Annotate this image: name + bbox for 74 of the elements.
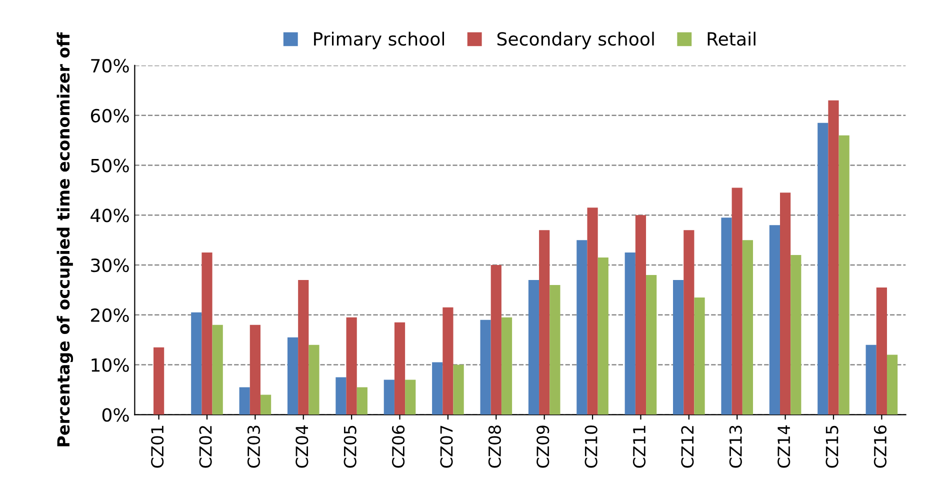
x-tick-label: CZ11 — [632, 426, 646, 468]
bar — [769, 225, 780, 415]
x-tick-label: CZ13 — [729, 426, 742, 468]
x-tick-label: CZ10 — [584, 426, 598, 468]
bar — [673, 280, 684, 415]
x-tick-label: CZ06 — [392, 425, 405, 468]
bar — [250, 324, 260, 415]
x-tick-label: CZ01 — [151, 426, 164, 468]
bar — [646, 274, 657, 415]
bar — [239, 387, 250, 415]
x-tick-label: CZ12 — [681, 426, 694, 468]
y-tick-label: 0% — [102, 408, 129, 422]
bar — [212, 324, 223, 415]
x-tick-label: CZ08 — [488, 426, 501, 468]
bar — [191, 312, 202, 415]
bar — [742, 240, 754, 415]
y-tick-label: 50% — [91, 158, 129, 172]
x-tick-label: CZ16 — [874, 425, 887, 468]
y-tick-label: 40% — [90, 208, 129, 222]
bar — [576, 240, 588, 415]
bar — [308, 344, 320, 415]
bar — [480, 320, 491, 415]
x-tick-label: CZ03 — [247, 426, 260, 468]
x-tick-label: CZ15 — [826, 426, 838, 468]
bar — [260, 394, 272, 415]
y-tick-label: 70% — [91, 58, 129, 73]
bar — [732, 188, 742, 415]
bar — [384, 380, 394, 415]
bar — [154, 347, 164, 415]
x-tick-label: CZ05 — [344, 426, 356, 468]
bar — [346, 317, 357, 415]
x-tick-label: CZ14 — [778, 425, 790, 468]
bar — [790, 255, 802, 415]
bar — [405, 380, 416, 415]
legend-label: Primary school — [314, 32, 444, 50]
bar — [394, 322, 406, 415]
bar — [886, 354, 898, 415]
x-tick-label: CZ04 — [296, 425, 308, 468]
bar — [838, 135, 850, 415]
y-tick-label: 30% — [91, 258, 129, 272]
y-axis-title: Percentage of occupied time economizer off — [56, 32, 74, 446]
bar — [694, 297, 705, 415]
bar — [550, 284, 560, 415]
bar — [356, 387, 368, 415]
bar — [287, 337, 298, 415]
bar — [298, 280, 309, 415]
bar — [442, 307, 454, 415]
bar — [490, 265, 502, 415]
y-tick-label: 60% — [90, 108, 129, 122]
x-tick-label: CZ07 — [440, 426, 453, 468]
bar — [780, 192, 791, 415]
legend-label: Retail — [708, 32, 756, 46]
bar — [501, 317, 512, 415]
bar — [635, 215, 646, 415]
bar — [539, 230, 550, 415]
bar — [721, 218, 732, 415]
bar — [432, 362, 443, 415]
bar — [336, 377, 346, 415]
y-tick-label: 20% — [91, 308, 129, 322]
x-tick-label: CZ09 — [536, 426, 550, 468]
bar — [598, 258, 608, 415]
bar — [828, 100, 839, 415]
bar — [624, 252, 636, 415]
bar — [818, 122, 828, 415]
x-tick-label: CZ02 — [199, 426, 212, 468]
bar — [528, 280, 540, 415]
bar — [684, 230, 694, 415]
bar — [202, 252, 212, 415]
bar — [587, 208, 598, 415]
bar — [866, 344, 876, 415]
bar — [876, 287, 887, 415]
y-tick-label: 10% — [92, 358, 129, 372]
legend-label: Secondary school — [497, 32, 654, 50]
bar — [453, 364, 464, 415]
